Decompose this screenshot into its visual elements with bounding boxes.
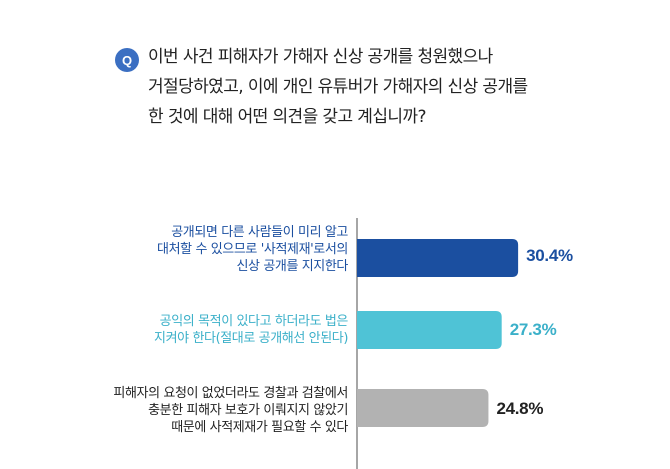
value-label-1: 30.4% [526,246,573,265]
question-text: 이번 사건 피해자가 가해자 신상 공개를 청원했으나 거절당하였고, 이에 개… [148,47,528,127]
value-label-3: 24.8% [496,399,544,418]
category-label-2: 공익의 목적이 있다고 하더라도 법은 지켜야 한다(절대로 공개해선 안된다) [154,314,348,346]
value-label-2: 27.3% [509,320,557,339]
bar-1 [357,239,519,277]
category-label-3: 피해자의 요청이 없었더라도 경찰과 검찰에서 충분한 피해자 보호가 이뤄지지… [113,386,348,435]
category-label-1: 공개되면 다른 사람들이 미리 알고 대처할 수 있으므로 '사적제재'로서의 … [157,225,348,274]
question-badge-icon: Q [115,48,139,72]
bar-2 [357,311,502,349]
bar-3 [357,389,489,427]
